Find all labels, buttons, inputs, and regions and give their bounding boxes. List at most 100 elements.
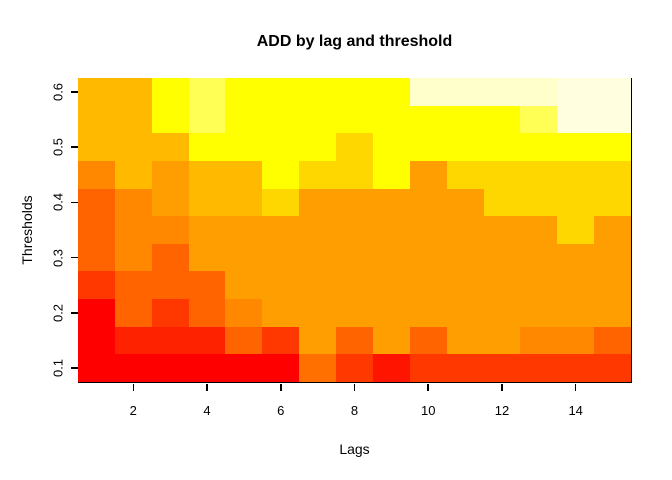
y-axis-tick-label: 0.6 <box>50 82 66 101</box>
y-axis-tick-label: 0.2 <box>50 303 66 322</box>
heatmap-cell <box>372 78 410 106</box>
heatmap-cell <box>78 133 115 161</box>
heatmap-cell <box>372 216 410 244</box>
heatmap-cell <box>409 188 447 217</box>
heatmap-cell <box>114 271 152 300</box>
heatmap-cell <box>594 354 631 382</box>
x-axis-tick-label: 4 <box>203 403 211 418</box>
heatmap-cell <box>114 133 152 161</box>
heatmap-cell <box>557 271 595 300</box>
heatmap-cell <box>409 216 447 244</box>
heatmap-cell <box>262 188 300 217</box>
heatmap-cell <box>372 160 410 189</box>
heatmap-cell <box>446 216 484 244</box>
heatmap-cell <box>262 271 300 300</box>
heatmap-cell <box>557 299 595 327</box>
heatmap-cell <box>299 133 337 161</box>
heatmap-cell <box>594 271 631 300</box>
heatmap-cell <box>446 299 484 327</box>
heatmap-cell <box>299 299 337 327</box>
heatmap-cell <box>225 160 263 189</box>
heatmap-cell <box>188 216 226 244</box>
heatmap-cell <box>299 243 337 272</box>
heatmap-cell <box>78 188 115 217</box>
heatmap-cell <box>446 160 484 189</box>
heatmap-cell <box>188 243 226 272</box>
x-axis-tick-label: 6 <box>277 403 285 418</box>
heatmap-cell <box>483 160 521 189</box>
heatmap-cell <box>483 326 521 355</box>
heatmap-cell <box>520 188 558 217</box>
heatmap-cell <box>336 216 373 244</box>
x-axis-tick <box>501 383 503 391</box>
x-axis-tick-label: 8 <box>350 403 359 418</box>
heatmap-cell <box>409 78 447 106</box>
heatmap-cell <box>262 354 300 382</box>
heatmap-cell <box>336 160 373 189</box>
heatmap-cell <box>483 299 521 327</box>
heatmap-cell <box>409 271 447 300</box>
heatmap-cell <box>225 271 263 300</box>
heatmap-cell <box>151 326 189 355</box>
heatmap-cell <box>299 160 337 189</box>
heatmap-cell <box>114 299 152 327</box>
heatmap-cell <box>78 160 115 189</box>
heatmap-cell <box>520 326 558 355</box>
heatmap-cell <box>446 133 484 161</box>
heatmap-cell <box>483 271 521 300</box>
heatmap-cell <box>557 133 595 161</box>
y-axis-tick <box>71 256 78 259</box>
heatmap-cell <box>372 326 410 355</box>
heatmap-cell <box>299 271 337 300</box>
y-axis-tick-label: 0.4 <box>50 193 66 212</box>
heatmap-cell <box>262 243 300 272</box>
x-axis-tick-label: 2 <box>129 403 137 418</box>
x-axis-tick-label: 14 <box>568 403 583 418</box>
heatmap-cell <box>262 160 300 189</box>
heatmap-cell <box>336 271 373 300</box>
heatmap-cell <box>446 188 484 217</box>
heatmap-cell <box>151 354 189 382</box>
heatmap-cell <box>483 216 521 244</box>
heatmap-cell <box>78 243 115 272</box>
heatmap-cell <box>557 160 595 189</box>
heatmap-cell <box>114 326 152 355</box>
heatmap-cell <box>446 243 484 272</box>
y-axis-tick <box>71 201 78 204</box>
heatmap-cell <box>225 243 263 272</box>
heatmap-cell <box>188 160 226 189</box>
heatmap-cell <box>336 133 373 161</box>
heatmap-cell <box>483 78 521 106</box>
heatmap-cell <box>409 160 447 189</box>
heatmap-cell <box>262 299 300 327</box>
heatmap-cell <box>151 299 189 327</box>
y-axis-tick-label: 0.5 <box>50 138 66 157</box>
x-axis-tick-label: 12 <box>494 403 510 418</box>
heatmap-cell <box>188 188 226 217</box>
heatmap-cell <box>409 243 447 272</box>
heatmap-cell <box>151 188 189 217</box>
heatmap-cell <box>151 133 189 161</box>
heatmap-cell <box>594 326 631 355</box>
heatmap-cell <box>594 243 631 272</box>
heatmap-cell <box>372 188 410 217</box>
heatmap-cell <box>151 105 189 134</box>
heatmap-cell <box>114 160 152 189</box>
heatmap-cell <box>372 133 410 161</box>
heatmap-cell <box>78 271 115 300</box>
heatmap-cell <box>299 78 337 106</box>
heatmap-cells <box>78 78 631 382</box>
heatmap-cell <box>520 78 558 106</box>
heatmap-cell <box>336 326 373 355</box>
x-axis-tick <box>280 383 282 391</box>
heatmap-cell <box>520 216 558 244</box>
heatmap-cell <box>225 78 263 106</box>
heatmap-cell <box>78 326 115 355</box>
heatmap-cell <box>446 354 484 382</box>
y-axis-tick-label: 0.1 <box>50 359 66 378</box>
heatmap-cell <box>262 326 300 355</box>
heatmap-cell <box>336 78 373 106</box>
heatmap-cell <box>372 299 410 327</box>
heatmap-cell <box>336 188 373 217</box>
x-axis-tick <box>353 383 356 391</box>
